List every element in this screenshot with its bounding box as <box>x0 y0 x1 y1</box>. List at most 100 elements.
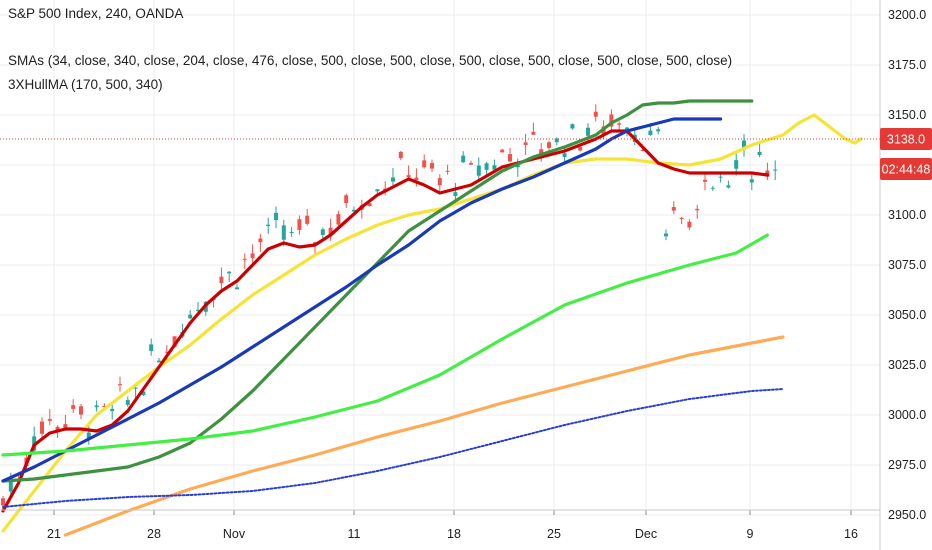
y-tick-label: 2975.0 <box>888 458 926 472</box>
candle-body <box>133 387 138 389</box>
candle-body <box>547 142 551 148</box>
candle-body <box>671 207 676 211</box>
candle-body <box>664 233 668 237</box>
candle-body <box>515 165 520 168</box>
candle-body <box>125 400 130 405</box>
candle-body <box>687 221 692 228</box>
candle-body <box>47 419 52 421</box>
candle-body <box>336 214 341 225</box>
candle-body <box>196 309 200 311</box>
candle-body <box>297 219 302 230</box>
candle-body <box>570 124 575 129</box>
x-tick-label: Nov <box>223 527 246 541</box>
candle-body <box>710 187 715 189</box>
countdown-tag: 02:44:48 <box>880 158 932 180</box>
last-price-tag-bg <box>880 128 932 150</box>
candle-body <box>164 351 169 353</box>
candle-body <box>149 344 154 352</box>
candle-body <box>375 189 380 192</box>
candle-body <box>274 212 278 221</box>
candle-body <box>219 276 224 284</box>
candle-body <box>593 111 598 117</box>
candle-body <box>445 170 450 172</box>
ma-line-4 <box>1 117 723 483</box>
candle-body <box>679 217 684 219</box>
candle-body <box>484 163 489 170</box>
grid <box>0 0 880 516</box>
countdown-value: 02:44:48 <box>882 163 931 177</box>
candle-body <box>328 227 333 235</box>
candle-body <box>367 203 372 207</box>
candle-body <box>157 360 161 363</box>
candle-body <box>648 130 653 135</box>
x-tick-label: 18 <box>447 527 461 541</box>
candle-body <box>86 432 91 439</box>
ma-line-7 <box>2 388 784 508</box>
candle-body <box>437 178 442 186</box>
candle-body <box>141 391 146 396</box>
candle-body <box>492 165 497 170</box>
candle-body <box>344 195 349 204</box>
price-axis: 3200.03175.03150.03125.03100.03075.03050… <box>879 0 926 550</box>
countdown-tag-bg <box>880 158 932 180</box>
x-tick-label: 16 <box>844 527 858 541</box>
candle-body <box>695 208 700 211</box>
x-tick-label: 25 <box>547 527 561 541</box>
x-tick-label: 11 <box>348 527 361 541</box>
indicator-smas-label: SMAs (34, close, 340, close, 204, close,… <box>8 53 732 68</box>
candle-body <box>476 165 481 176</box>
candle-body <box>398 151 403 159</box>
candle-body <box>250 253 255 259</box>
candle-body <box>242 258 247 260</box>
candle-body <box>110 408 115 412</box>
candle-body <box>742 140 746 150</box>
candle-body <box>79 406 83 415</box>
candle-body <box>281 225 286 240</box>
candle-body <box>391 177 395 182</box>
y-tick-label: 3175.0 <box>888 58 926 72</box>
candle-body <box>578 147 583 151</box>
candle-body <box>773 169 778 171</box>
candle-body <box>726 185 731 188</box>
candle-body <box>422 160 427 168</box>
candle-body <box>523 142 528 145</box>
candle-body <box>586 127 590 136</box>
candle-body <box>289 231 294 233</box>
candle-body <box>172 336 177 347</box>
candle-body <box>508 154 512 162</box>
ma-line-5 <box>1 233 769 457</box>
candle-body <box>63 424 68 429</box>
y-tick-label: 3000.0 <box>888 408 926 422</box>
candle-body <box>640 150 645 152</box>
candle-body <box>414 177 419 181</box>
x-tick-label: 28 <box>147 527 161 541</box>
ma-line-2 <box>1 129 769 513</box>
candle-body <box>718 176 723 178</box>
ma-line-1 <box>1 113 863 533</box>
candle-body <box>500 149 505 153</box>
candle-body <box>305 215 310 224</box>
ma-series <box>1 99 863 537</box>
candle-body <box>71 405 76 409</box>
ma-line-6 <box>63 335 785 537</box>
y-tick-label: 3200.0 <box>888 8 926 22</box>
y-tick-label: 3075.0 <box>888 258 926 272</box>
y-tick-label: 2950.0 <box>888 508 926 522</box>
candle-body <box>40 421 44 434</box>
time-axis: 21 28 Nov 11 18 25 Dec 9 16 <box>0 509 880 541</box>
candle-body <box>461 155 466 163</box>
x-tick-label: Dec <box>635 527 657 541</box>
y-tick-label: 3025.0 <box>888 358 926 372</box>
candle-body <box>734 160 739 169</box>
candle-body <box>703 179 707 182</box>
candle-body <box>469 163 473 165</box>
candle-body <box>749 179 754 183</box>
candle-body <box>188 314 193 319</box>
candle-body <box>235 287 239 290</box>
candle-body <box>406 175 411 178</box>
candle-body <box>617 123 622 125</box>
candle-body <box>609 114 614 127</box>
y-tick-label: 3100.0 <box>888 208 926 222</box>
